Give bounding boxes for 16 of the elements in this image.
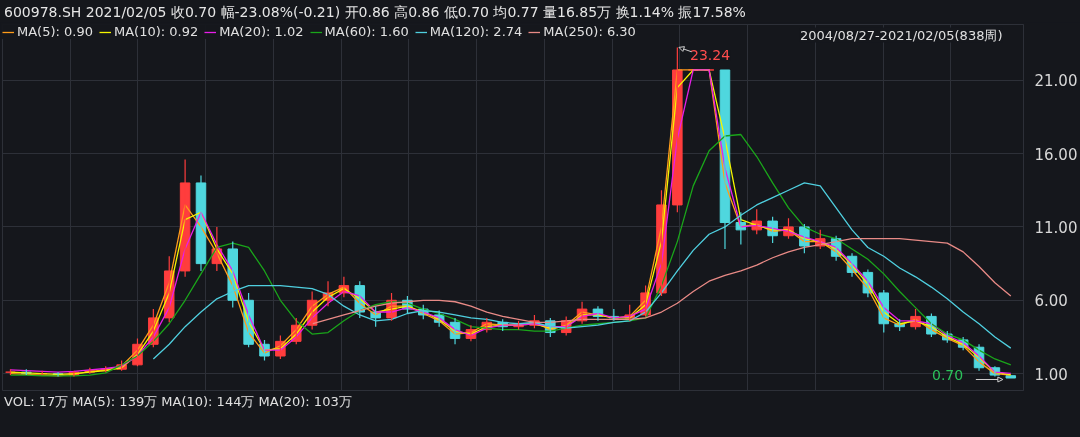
chart-subtitle: 2004/08/27-2021/02/05(838周): [800, 27, 1003, 43]
annotation: 0.70: [931, 367, 964, 384]
legend-label: MA(20): 1.02: [219, 24, 304, 39]
y-tick-label: 11.00: [1034, 218, 1078, 237]
chart-title: 600978.SH 2021/02/05 收0.70 幅-23.08%(-0.21) 开0.86 高0.86 低0.70 均0.77 量16.85万 换1.14% 振17.58%: [4, 3, 746, 22]
legend-label: MA(250): 6.30: [543, 24, 636, 39]
annotation: 23.24: [690, 47, 731, 64]
y-tick-label: 1.00: [1034, 365, 1068, 384]
legend-label: MA(10): 0.92: [113, 24, 199, 39]
legend-label: MA(60): 1.60: [324, 24, 409, 39]
legend-label: MA(5): 0.90: [17, 24, 93, 39]
y-tick-label: 16.00: [1034, 145, 1078, 164]
y-tick-label: 21.00: [1034, 72, 1078, 91]
y-tick-label: 6.00: [1034, 292, 1068, 311]
text: VOL: 17万 MA(5): 139万 MA(10): 144万 MA(20): 103万: [4, 393, 352, 411]
legend-label: MA(120): 2.74: [429, 24, 523, 39]
